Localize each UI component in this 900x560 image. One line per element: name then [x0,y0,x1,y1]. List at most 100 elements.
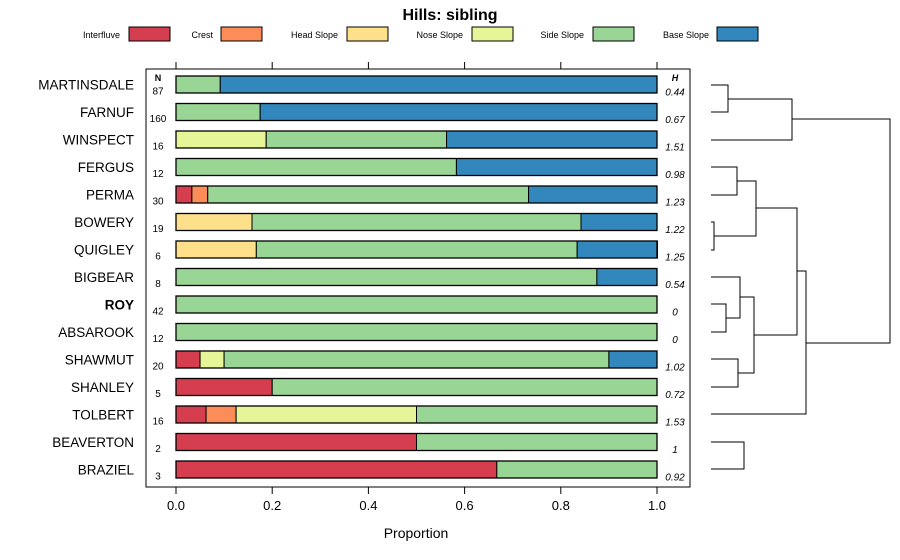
x-tick-label-0-6: 0.6 [456,498,474,513]
legend-swatch-head-slope [346,26,389,42]
bar-segment-perma-base-slope [528,185,658,204]
row-label-braziel: BRAZIEL [78,463,135,478]
bar-outline-perma [175,185,658,204]
legend-label-crest: Crest [191,30,213,40]
bar-segment-farnuf-base-slope [259,103,658,121]
bar-outline-beaverton [175,432,658,452]
n-value-perma: 30 [152,197,164,208]
legend-label-base-slope: Base Slope [663,30,709,40]
row-label-absarook: ABSAROOK [58,325,134,340]
n-header: N [155,73,162,83]
chart-title: Hills: sibling [402,7,497,24]
bar-segment-absarook-side-slope [175,323,658,341]
n-value-quigley: 6 [155,252,161,263]
h-value-perma: 1.23 [665,198,685,209]
legend-swatch-base-slope [716,26,759,42]
bar-segment-tolbert-interfluve [175,405,207,424]
bar-segment-perma-interfluve [175,185,193,204]
h-header: H [672,73,679,83]
legend-swatch-interfluve [128,26,171,42]
n-value-tolbert: 16 [152,417,164,428]
bar-outline-martinsdale [175,75,658,94]
plot-frame [145,68,691,488]
bar-segment-winspect-nose-slope [175,130,267,149]
n-value-farnuf: 160 [150,114,167,125]
h-value-fergus: 0.98 [665,170,685,181]
bar-segment-beaverton-interfluve [175,433,417,451]
bar-segment-bowery-head-slope [175,213,253,231]
bar-segment-fergus-side-slope [175,158,457,176]
row-label-shanley: SHANLEY [71,380,134,395]
n-value-shanley: 5 [155,389,161,400]
n-value-beaverton: 2 [155,444,161,455]
row-label-perma: PERMA [86,188,134,203]
dendrogram-merge-with-winspect [711,98,793,141]
legend-label-nose-slope: Nose Slope [416,30,463,40]
bar-segment-braziel-interfluve [175,460,498,479]
bar-outline-bigbear [175,267,658,287]
n-value-winspect: 16 [152,142,164,153]
row-label-bigbear: BIGBEAR [74,270,134,285]
h-value-beaverton: 1 [672,445,678,456]
h-value-farnuf: 0.67 [665,115,685,126]
dendrogram [711,84,891,470]
bar-segment-winspect-base-slope [446,130,658,149]
bar-segment-bowery-base-slope [580,213,658,231]
h-value-bowery: 1.22 [665,225,685,236]
bar-segment-bigbear-side-slope [175,268,598,286]
bar-segment-farnuf-side-slope [175,103,261,121]
row-label-martinsdale: MARTINSDALE [38,78,134,93]
bar-segment-bowery-side-slope [251,213,582,231]
dendrogram-merge-bowery-quigley [711,221,715,251]
bar-segment-fergus-base-slope [455,158,658,176]
dendrogram-merge-fergus-perma [711,166,738,196]
bar-segment-shawmut-base-slope [608,350,658,369]
bar-outline-shanley [175,377,658,397]
bar-segment-bigbear-base-slope [596,268,658,286]
bar-outline-bowery [175,212,658,232]
bar-segment-braziel-side-slope [496,460,658,479]
bar-outline-farnuf [175,102,658,122]
bar-segment-shanley-interfluve [175,378,273,396]
h-value-winspect: 1.51 [665,143,684,154]
row-label-quigley: QUIGLEY [74,243,134,258]
h-value-quigley: 1.25 [665,253,685,264]
bar-segment-winspect-side-slope [265,130,448,149]
legend: Interfluve Crest Head Slope Nose Slope Side … [83,26,759,42]
bar-outline-braziel [175,460,658,479]
bar-segment-perma-side-slope [207,185,530,204]
n-value-roy: 42 [152,307,164,318]
bar-segment-martinsdale-base-slope [219,75,658,94]
dendrogram-merge-mid [754,207,798,336]
bar-segment-shawmut-interfluve [175,350,201,369]
bar-segment-tolbert-crest [205,405,237,424]
x-tick-label-0-4: 0.4 [359,498,377,513]
n-value-bigbear: 8 [155,279,161,290]
bar-segment-quigley-base-slope [576,240,658,259]
bar-outline-shawmut [175,350,658,369]
dendrogram-merge-top [792,118,891,344]
bar-segment-shanley-side-slope [271,378,658,396]
h-value-roy: 0 [672,308,678,319]
row-label-roy: ROY [105,298,134,313]
x-tick-label-0-8: 0.8 [552,498,570,513]
bar-segment-perma-crest [191,185,209,204]
bar-outline-fergus [175,157,658,177]
bars [175,75,658,479]
bar-segment-shawmut-nose-slope [199,350,225,369]
row-label-beaverton: BEAVERTON [52,435,134,450]
h-value-martinsdale: 0.44 [665,88,685,99]
h-value-bigbear: 0.54 [665,280,685,291]
bar-outline-winspect [175,130,658,149]
n-value-absarook: 12 [152,334,164,345]
dendrogram-merge-beaverton-braziel [711,441,745,470]
h-value-shawmut: 1.02 [665,363,685,374]
bar-segment-roy-side-slope [175,295,658,314]
n-value-martinsdale: 87 [152,87,164,98]
n-value-fergus: 12 [152,169,164,180]
legend-label-head-slope: Head Slope [291,30,338,40]
row-label-farnuf: FARNUF [80,105,134,120]
n-value-shawmut: 20 [152,362,164,373]
bar-outline-roy [175,295,658,314]
